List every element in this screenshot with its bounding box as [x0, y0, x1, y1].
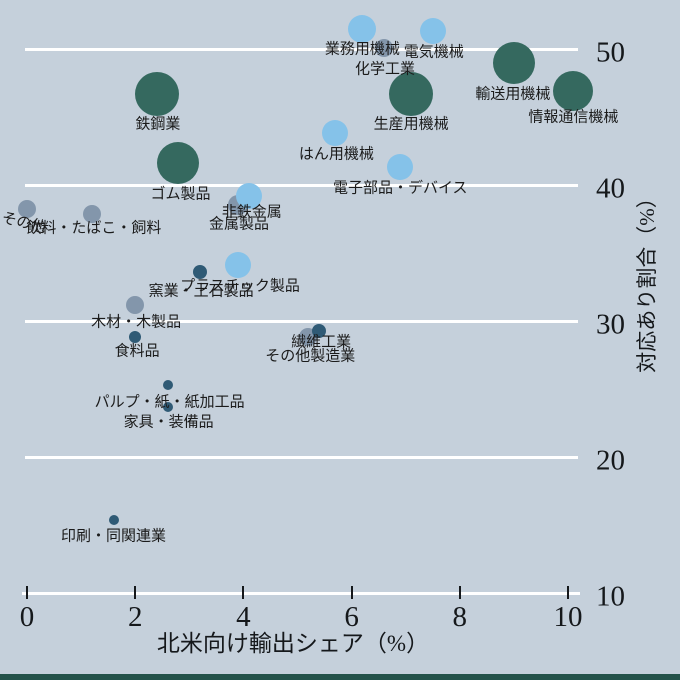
- bubble-label: 非鉄金属: [221, 204, 282, 221]
- gridline-y-50: [25, 48, 578, 51]
- data-bubble: [553, 71, 594, 112]
- bubble-label: ゴム製品: [150, 186, 211, 203]
- bubble-label: 輸送用機械: [475, 86, 551, 103]
- x-tick-label: 2: [127, 601, 143, 633]
- x-tick-mark: [242, 586, 245, 599]
- data-bubble: [134, 71, 179, 116]
- x-axis-line: [22, 592, 580, 595]
- y-tick-label: 50: [596, 36, 625, 69]
- bubble-label: パルプ・紙・紙加工品: [94, 394, 245, 411]
- gridline-y-30: [25, 320, 578, 323]
- bubble-label: 化学工業: [355, 61, 416, 78]
- bubble-label: 印刷・同関連業: [61, 528, 167, 545]
- bubble-label: 電子部品・デバイス: [333, 180, 468, 197]
- data-bubble: [162, 379, 173, 390]
- bubble-label: 生産用機械: [373, 116, 449, 133]
- x-tick-mark: [458, 586, 461, 599]
- x-tick-label: 8: [452, 601, 468, 633]
- y-axis-title: 対応あり割合（%）: [635, 187, 659, 373]
- bubble-label: その他製造業: [265, 348, 356, 365]
- x-axis-title: 北米向け輸出シェア（%）: [156, 631, 430, 656]
- bubble-label: プラスチック製品: [180, 278, 300, 295]
- data-bubble: [375, 38, 394, 57]
- data-bubble: [129, 331, 142, 344]
- bubble-label: 情報通信機械: [528, 109, 619, 126]
- data-bubble: [235, 182, 262, 209]
- x-tick-label: 10: [553, 601, 583, 633]
- bubble-label: はん用機械: [298, 146, 374, 163]
- data-bubble: [193, 265, 208, 280]
- x-tick-label: 4: [236, 601, 251, 633]
- x-tick-mark: [26, 586, 28, 599]
- data-bubble: [322, 120, 349, 147]
- y-tick-label: 30: [596, 308, 625, 341]
- x-tick-label: 6: [344, 601, 359, 633]
- data-bubble: [312, 323, 327, 338]
- x-tick-mark: [567, 586, 569, 599]
- bubble-label: 業務用機械: [324, 41, 400, 58]
- y-tick-label: 20: [596, 444, 625, 477]
- data-bubble: [108, 514, 119, 525]
- y-tick-label: 40: [596, 172, 625, 205]
- data-bubble: [492, 41, 535, 84]
- data-bubble: [162, 401, 173, 412]
- data-bubble: [348, 14, 377, 43]
- bottom-border: [0, 674, 680, 680]
- bubble-label: 繊維工業: [291, 334, 352, 351]
- bubble-label: 電気機械: [403, 44, 464, 61]
- bubble-label: 飲料・たばこ・飼料: [26, 220, 162, 237]
- x-tick-mark: [134, 586, 137, 599]
- bubble-label: 食料品: [114, 343, 160, 360]
- gridline-y-20: [25, 456, 578, 459]
- bubble-label: 鉄鋼業: [135, 116, 181, 133]
- bubble-label: 木材・木製品: [91, 314, 182, 331]
- data-bubble: [126, 295, 145, 314]
- x-tick-label: 0: [19, 601, 35, 633]
- data-bubble: [82, 204, 101, 223]
- x-tick-mark: [350, 586, 353, 599]
- gridline-y-40: [25, 184, 578, 187]
- data-bubble: [389, 71, 434, 116]
- y-tick-label: 10: [596, 580, 625, 613]
- bubble-label: 金属製品: [208, 216, 269, 233]
- data-bubble: [157, 142, 200, 185]
- bubble-label: 家具・装備品: [123, 414, 214, 431]
- data-bubble: [387, 154, 414, 181]
- bubble-label: 窯業・土石製品: [148, 283, 254, 300]
- data-bubble: [224, 252, 251, 279]
- data-bubble: [419, 18, 446, 45]
- data-bubble: [18, 200, 36, 219]
